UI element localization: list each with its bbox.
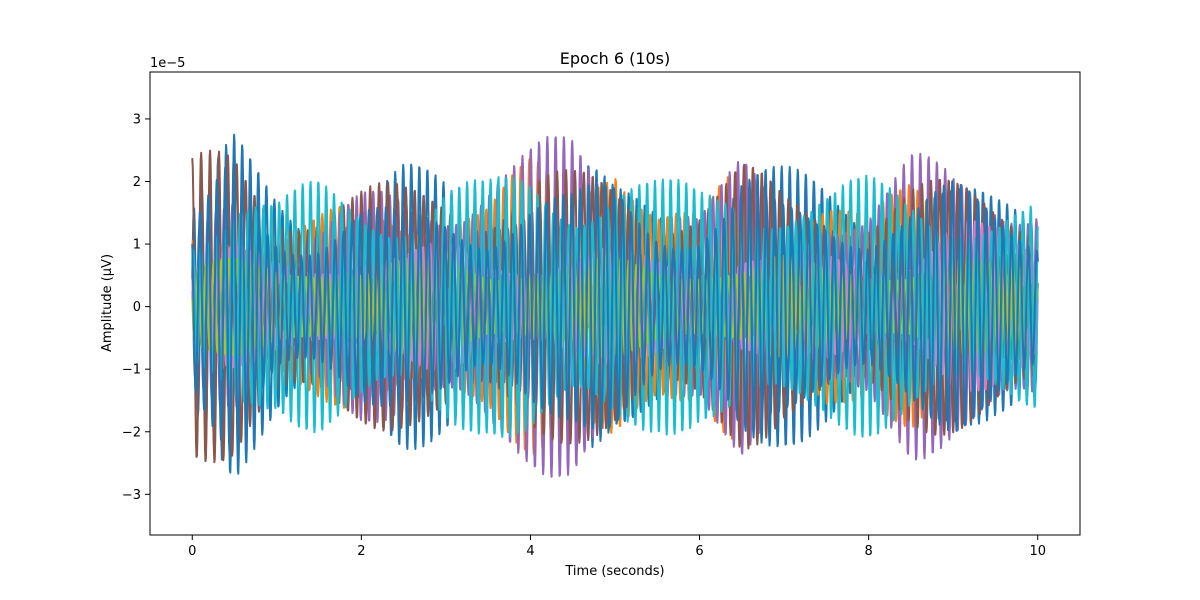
x-tick-label: 2 (357, 544, 365, 559)
y-axis-ticks: −3 −2 −1 0 1 2 3 (122, 112, 150, 503)
y-tick-label: 2 (133, 175, 141, 190)
x-axis-label: Time (seconds) (564, 564, 664, 579)
x-tick-label: 8 (864, 544, 872, 559)
y-tick-label: 1 (133, 238, 141, 253)
y-tick-label: 0 (133, 300, 141, 315)
x-tick-label: 0 (188, 544, 196, 559)
y-axis-offset-label: 1e−5 (150, 56, 185, 71)
chart-title: Epoch 6 (10s) (560, 49, 671, 68)
series-layer (191, 133, 1039, 478)
y-tick-label: 3 (133, 112, 141, 127)
y-tick-label: −3 (122, 488, 141, 503)
x-axis-ticks: 0 2 4 6 8 10 (188, 535, 1046, 559)
x-tick-label: 4 (526, 544, 534, 559)
x-tick-label: 6 (695, 544, 703, 559)
y-tick-label: −1 (122, 363, 141, 378)
plot-area-frame (149, 71, 1081, 536)
series-line (191, 157, 1039, 452)
y-axis-label: Amplitude (µV) (100, 254, 115, 352)
y-tick-label: −2 (122, 425, 141, 440)
x-tick-label: 10 (1029, 544, 1046, 559)
